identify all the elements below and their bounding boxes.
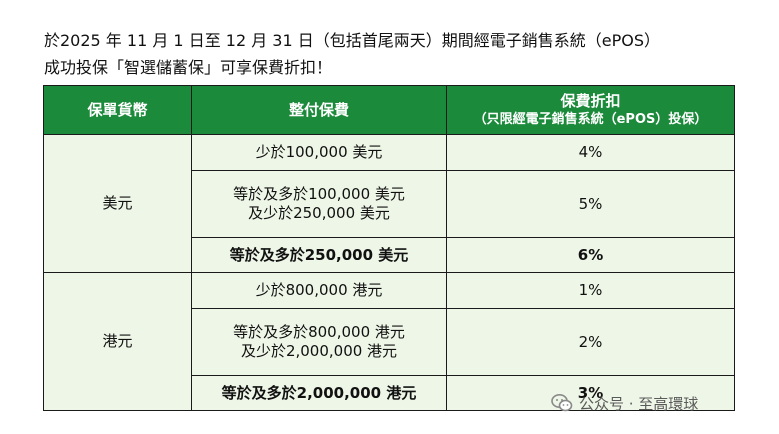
header-discount-note: （只限經電子銷售系統（ePOS）投保） — [473, 112, 708, 127]
premium-cell: 等於及多於2,000,000 港元 — [191, 375, 447, 411]
table-header-row: 保單貨幣 整付保費 保費折扣 （只限經電子銷售系統（ePOS）投保） — [43, 85, 735, 135]
premium-line-2: 及少於250,000 美元 — [248, 204, 390, 222]
currency-cell-hkd: 港元 — [43, 272, 192, 411]
table-row: 等於及多於250,000 美元 6% — [44, 237, 735, 273]
discount-cell: 5% — [446, 170, 735, 238]
premium-cell: 少於800,000 港元 — [191, 272, 447, 309]
table-row: 等於及多於100,000 美元 及少於250,000 美元 5% — [44, 170, 735, 238]
premium-cell: 等於及多於100,000 美元 及少於250,000 美元 — [191, 170, 447, 238]
header-discount: 保費折扣 （只限經電子銷售系統（ePOS）投保） — [446, 85, 735, 135]
premium-line-2: 及少於2,000,000 港元 — [240, 342, 398, 360]
discount-cell: 3% — [446, 375, 735, 411]
premium-discount-table: 保單貨幣 整付保費 保費折扣 （只限經電子銷售系統（ePOS）投保） 美元 少於… — [43, 85, 735, 411]
premium-cell: 少於100,000 美元 — [191, 134, 447, 171]
watermark: 公众号 · 至高環球 — [551, 390, 698, 416]
premium-line-1: 等於及多於800,000 港元 — [233, 323, 405, 341]
discount-cell: 2% — [446, 308, 735, 376]
header-premium: 整付保費 — [191, 85, 447, 135]
premium-cell: 等於及多於250,000 美元 — [191, 237, 447, 273]
header-currency: 保單貨幣 — [43, 85, 192, 135]
premium-cell: 等於及多於800,000 港元 及少於2,000,000 港元 — [191, 308, 447, 376]
header-discount-title: 保費折扣 — [560, 92, 621, 110]
discount-cell: 6% — [446, 237, 735, 273]
currency-cell-usd: 美元 — [43, 134, 192, 273]
premium-line-1: 等於及多於100,000 美元 — [233, 185, 405, 203]
table-row: 等於及多於800,000 港元 及少於2,000,000 港元 2% — [44, 308, 735, 376]
intro-line-2: 成功投保「智選儲蓄保」可享保費折扣！ — [44, 58, 333, 77]
discount-cell: 4% — [446, 134, 735, 171]
intro-line-1: 於2025 年 11 月 1 日至 12 月 31 日（包括首尾兩天）期間經電子… — [44, 31, 660, 50]
watermark-text: 公众号 · 至高環球 — [579, 394, 699, 413]
discount-cell: 1% — [446, 272, 735, 309]
table-row: 港元 少於800,000 港元 1% — [43, 272, 735, 411]
intro-text: 於2025 年 11 月 1 日至 12 月 31 日（包括首尾兩天）期間經電子… — [44, 27, 744, 81]
table-row: 美元 少於100,000 美元 4% — [43, 134, 735, 273]
wechat-icon — [551, 393, 573, 413]
table-row: 等於及多於2,000,000 港元 3% — [44, 375, 735, 411]
